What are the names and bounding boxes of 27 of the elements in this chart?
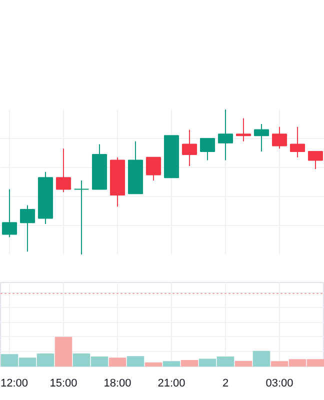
x-tick-label: 12:00 [0, 378, 28, 390]
x-tick-label: 2 [222, 378, 229, 390]
bar [108, 358, 126, 366]
x-tick-label: 03:00 [266, 378, 294, 390]
candlestick [308, 151, 324, 170]
candlestick [2, 188, 18, 238]
candlestick [218, 110, 234, 161]
candlestick [272, 126, 288, 150]
x-tick-label: 21:00 [158, 378, 186, 390]
bar [180, 360, 198, 366]
bar [144, 362, 162, 366]
bar [126, 356, 144, 366]
candlestick [254, 124, 270, 152]
candlestick [236, 118, 252, 142]
candlestick [290, 126, 306, 158]
bar [252, 350, 270, 366]
bar [54, 336, 72, 366]
bar [234, 360, 252, 366]
candlestick [56, 148, 72, 193]
candlestick [182, 129, 198, 167]
bar [162, 361, 180, 366]
x-tick-label: 18:00 [104, 378, 132, 390]
candlestick [200, 138, 216, 161]
candlestick [146, 156, 162, 182]
x-tick-label: 15:00 [50, 378, 78, 390]
candlestick [20, 204, 36, 252]
candlestick [74, 180, 90, 254]
